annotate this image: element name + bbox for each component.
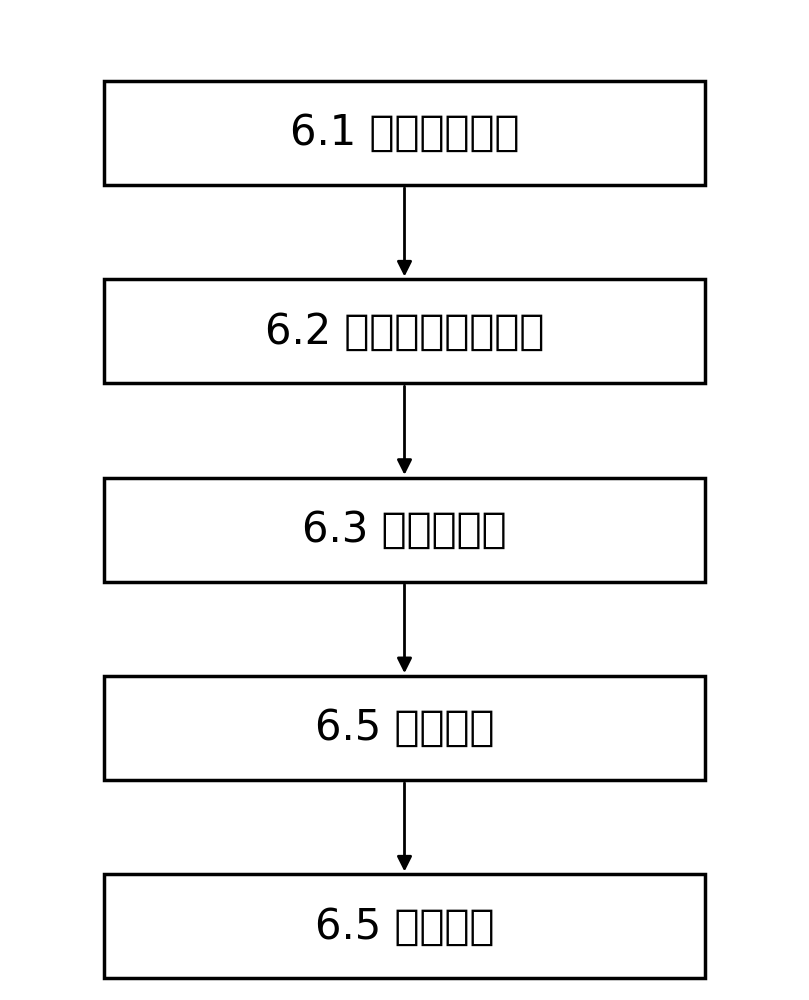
- FancyBboxPatch shape: [104, 81, 705, 185]
- Text: 6.3 磨粒流实施: 6.3 磨粒流实施: [303, 509, 506, 551]
- Text: 6.1 工艺参数设计: 6.1 工艺参数设计: [290, 112, 519, 154]
- Text: 6.5 磨料去除: 6.5 磨料去除: [315, 707, 494, 749]
- FancyBboxPatch shape: [104, 279, 705, 383]
- FancyBboxPatch shape: [104, 478, 705, 582]
- FancyBboxPatch shape: [104, 676, 705, 780]
- FancyBboxPatch shape: [104, 874, 705, 978]
- Text: 6.2 设计磨料清理方案: 6.2 设计磨料清理方案: [265, 310, 544, 352]
- Text: 6.5 分析检测: 6.5 分析检测: [315, 905, 494, 947]
